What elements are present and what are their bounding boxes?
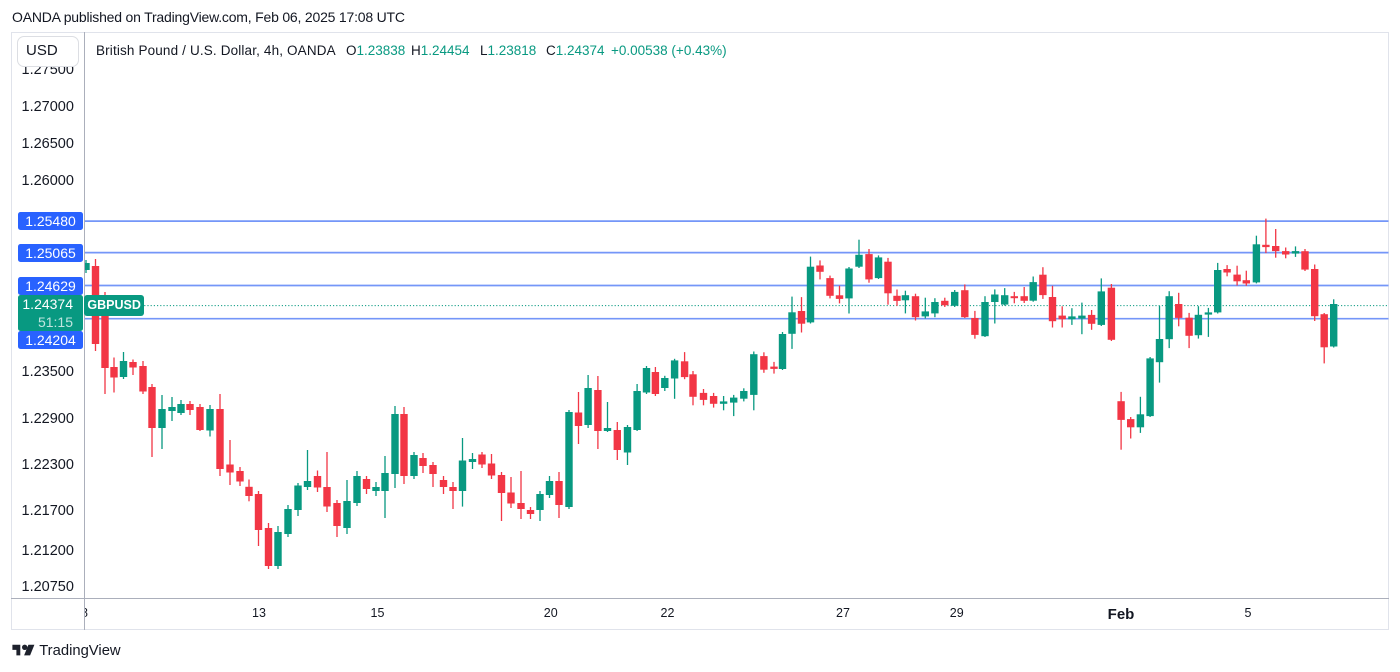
- svg-text:TradingView: TradingView: [39, 643, 121, 659]
